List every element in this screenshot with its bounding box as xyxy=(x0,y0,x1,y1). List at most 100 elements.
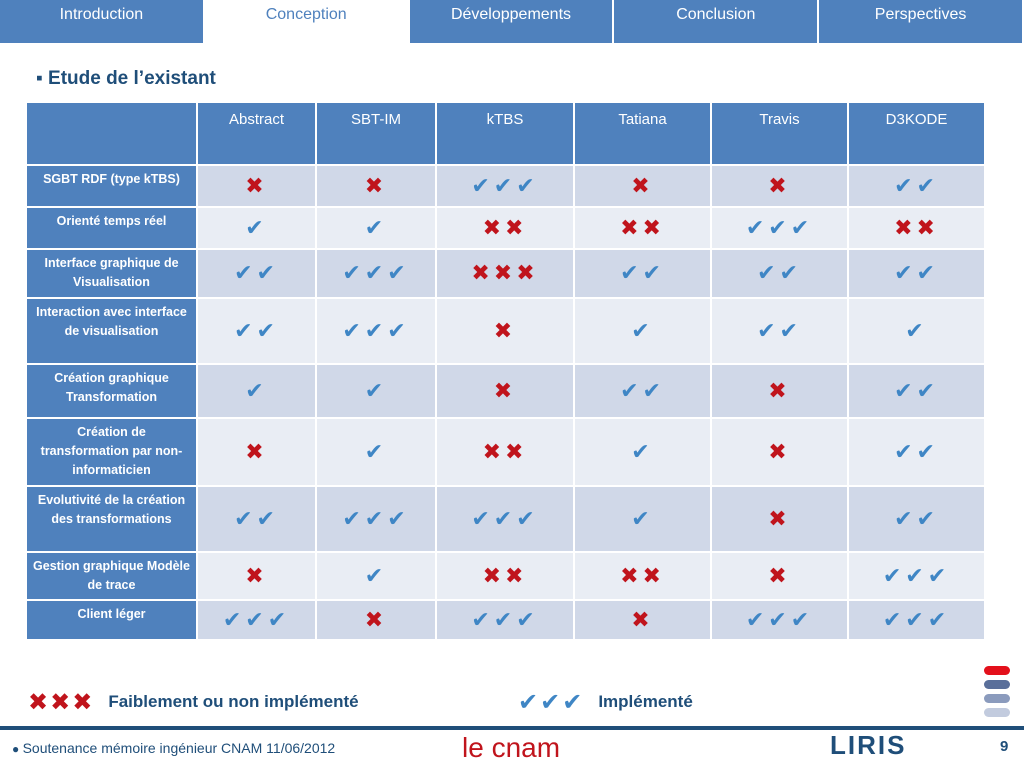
status-cell: ✖✖✖ xyxy=(435,248,575,299)
status-cell: ✔✔✔ xyxy=(315,248,437,299)
table-row: Création de transformation par non-infor… xyxy=(25,417,986,487)
status-cell: ✔✔ xyxy=(196,485,317,553)
status-cell: ✖ xyxy=(710,363,849,419)
column-header: Travis xyxy=(710,101,849,166)
status-cell: ✖ xyxy=(196,417,317,487)
status-cell: ✔✔ xyxy=(710,248,849,299)
status-cell: ✖✖ xyxy=(435,206,575,250)
status-cell: ✖✖ xyxy=(847,206,986,250)
status-cell: ✔✔✔ xyxy=(847,551,986,601)
status-cell: ✔ xyxy=(315,206,437,250)
row-label: Orienté temps réel xyxy=(25,206,198,250)
legend-label: Implémenté xyxy=(598,692,693,711)
row-label: Interface graphique de Visualisation xyxy=(25,248,198,299)
status-cell: ✔ xyxy=(847,297,986,365)
status-cell: ✔ xyxy=(315,417,437,487)
row-label: Interaction avec interface de visualisat… xyxy=(25,297,198,365)
status-cell: ✔✔✔ xyxy=(435,485,575,553)
logo-stripe xyxy=(984,680,1010,689)
nav-tab[interactable]: Perspectives xyxy=(819,0,1024,43)
table-row: Création graphique Transformation ✔ ✔ ✖ ✔✔ ✖ ✔… xyxy=(25,363,986,419)
logo-stripe xyxy=(984,666,1010,675)
status-cell: ✖ xyxy=(435,297,575,365)
status-cell: ✔✔ xyxy=(196,297,317,365)
table-row: Client léger ✔✔✔ ✖ ✔✔✔ ✖ ✔✔✔ ✔✔✔ xyxy=(25,599,986,641)
status-cell: ✖✖ xyxy=(435,551,575,601)
status-cell: ✖✖ xyxy=(573,206,712,250)
table-row: SGBT RDF (type kTBS) ✖ ✖ ✔✔✔ ✖ ✖ ✔✔ xyxy=(25,164,986,208)
status-cell: ✖✖ xyxy=(435,417,575,487)
status-cell: ✖ xyxy=(315,599,437,641)
cnam-logo: le cnam xyxy=(462,732,561,763)
status-cell: ✔✔✔ xyxy=(435,164,575,208)
status-cell: ✔✔✔ xyxy=(435,599,575,641)
status-cell: ✔✔✔ xyxy=(315,485,437,553)
legend-label: Faiblement ou non implémenté xyxy=(108,692,359,711)
page-number: 9 xyxy=(1000,738,1009,755)
status-cell: ✖ xyxy=(710,551,849,601)
legend-symbols: ✖✖✖ xyxy=(28,688,95,716)
nav-bar: Introduction Conception Développements Conc… xyxy=(0,0,1024,43)
status-cell: ✖✖ xyxy=(573,551,712,601)
row-label: Client léger xyxy=(25,599,198,641)
legend: ✖✖✖ Faiblement ou non implémenté ✔✔✔ Implém… xyxy=(28,688,788,722)
status-cell: ✔ xyxy=(196,206,317,250)
status-cell: ✔✔ xyxy=(847,485,986,553)
status-cell: ✔✔ xyxy=(847,417,986,487)
status-cell: ✔✔✔ xyxy=(196,599,317,641)
status-cell: ✖ xyxy=(196,551,317,601)
header-row: Abstract SBT-IM kTBS Tatiana Travis D3KODE xyxy=(25,101,986,166)
legend-symbols: ✔✔✔ xyxy=(518,688,585,716)
status-cell: ✔✔ xyxy=(847,164,986,208)
column-header: Abstract xyxy=(196,101,317,166)
status-cell: ✖ xyxy=(315,164,437,208)
row-label: Création de transformation par non-infor… xyxy=(25,417,198,487)
row-label: Evolutivité de la création des transform… xyxy=(25,485,198,553)
status-cell: ✔✔✔ xyxy=(710,599,849,641)
logo-stripe xyxy=(984,694,1010,703)
footer-text: Soutenance mémoire ingénieur CNAM 11/06/… xyxy=(12,740,336,756)
status-cell: ✖ xyxy=(710,164,849,208)
column-header: D3KODE xyxy=(847,101,986,166)
section-title: Etude de l’existant xyxy=(36,68,216,90)
column-header: Tatiana xyxy=(573,101,712,166)
status-cell: ✔✔✔ xyxy=(710,206,849,250)
status-cell: ✔ xyxy=(573,485,712,553)
status-cell: ✔✔ xyxy=(710,297,849,365)
status-cell: ✔✔ xyxy=(573,363,712,419)
status-cell: ✔ xyxy=(196,363,317,419)
column-header: SBT-IM xyxy=(315,101,437,166)
table-row: Interaction avec interface de visualisat… xyxy=(25,297,986,365)
table-row: Gestion graphique Modèle de trace ✖ ✔ ✖✖ ✖✖ ✖… xyxy=(25,551,986,601)
status-cell: ✔ xyxy=(315,551,437,601)
status-cell: ✔ xyxy=(315,363,437,419)
status-cell: ✔ xyxy=(573,417,712,487)
status-cell: ✖ xyxy=(710,417,849,487)
row-label: Création graphique Transformation xyxy=(25,363,198,419)
status-cell: ✔✔✔ xyxy=(315,297,437,365)
status-cell: ✔✔✔ xyxy=(847,599,986,641)
status-cell: ✔✔ xyxy=(573,248,712,299)
status-cell: ✔✔ xyxy=(847,248,986,299)
liris-logo: LIRIS xyxy=(830,730,907,760)
column-header: kTBS xyxy=(435,101,575,166)
status-cell: ✖ xyxy=(573,599,712,641)
nav-tab[interactable]: Conception xyxy=(204,0,410,43)
legend-item: ✔✔✔ Implémenté xyxy=(518,688,693,716)
legend-item: ✖✖✖ Faiblement ou non implémenté xyxy=(28,688,359,716)
nav-tab[interactable]: Développements xyxy=(409,0,615,43)
nav-tab[interactable]: Introduction xyxy=(0,0,205,43)
nav-tab[interactable]: Conclusion xyxy=(614,0,820,43)
table-row: Orienté temps réel ✔ ✔ ✖✖ ✖✖ ✔✔✔ ✖✖ xyxy=(25,206,986,250)
table-row: Interface graphique de Visualisation ✔✔ ✔✔… xyxy=(25,248,986,299)
corner-cell xyxy=(25,101,198,166)
table-row: Evolutivité de la création des transform… xyxy=(25,485,986,553)
row-label: Gestion graphique Modèle de trace xyxy=(25,551,198,601)
status-cell: ✖ xyxy=(196,164,317,208)
status-cell: ✖ xyxy=(435,363,575,419)
comparison-table: Abstract SBT-IM kTBS Tatiana Travis D3KODE SG… xyxy=(25,101,986,641)
status-cell: ✖ xyxy=(573,164,712,208)
footer-bar xyxy=(0,726,1024,730)
status-cell: ✔ xyxy=(573,297,712,365)
